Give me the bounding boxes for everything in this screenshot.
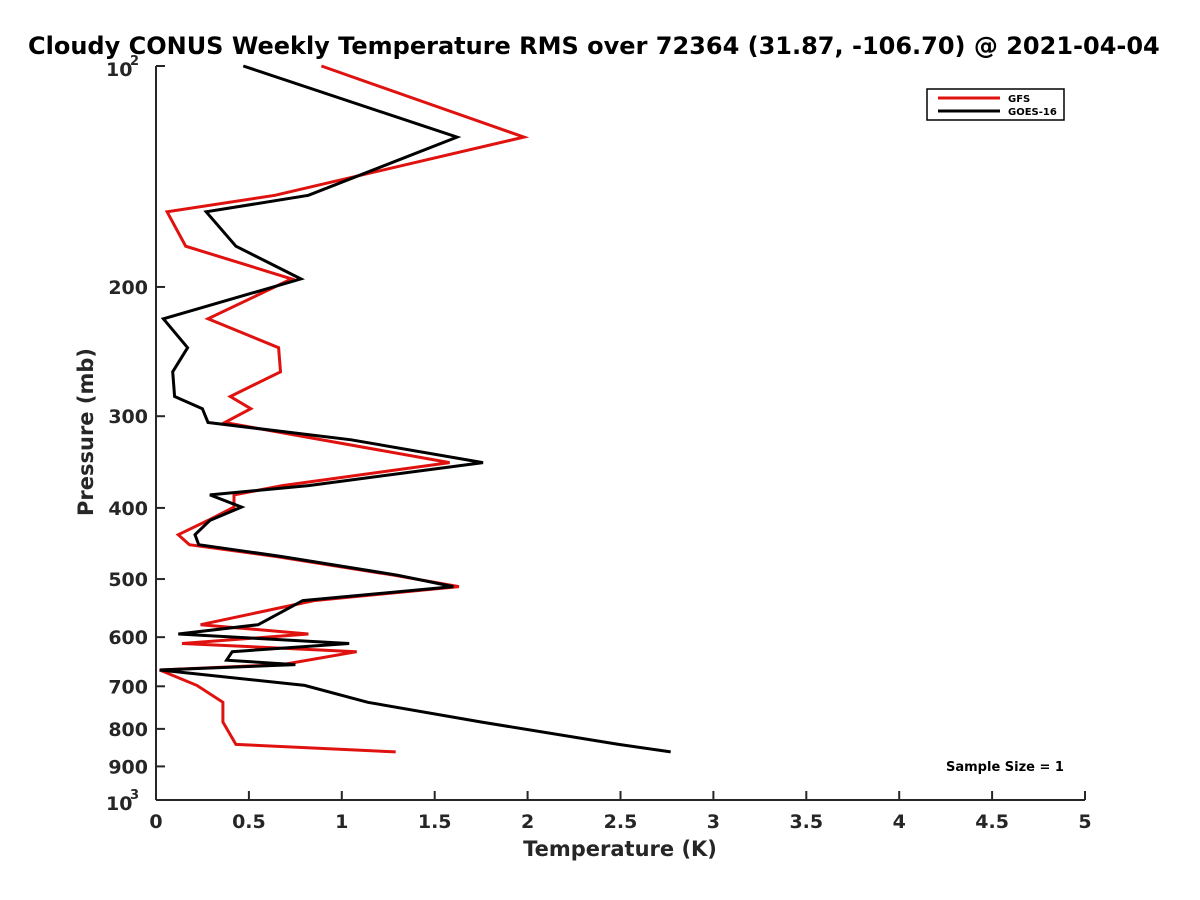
y-tick-label: 103 bbox=[106, 788, 139, 815]
y-tick-exponent: 2 bbox=[130, 54, 139, 69]
legend-box bbox=[926, 88, 1065, 121]
x-axis-label: Temperature (K) bbox=[523, 837, 717, 861]
y-tick-exponent: 3 bbox=[130, 788, 139, 803]
x-tick-label: 3 bbox=[707, 811, 720, 833]
y-tick-label: 900 bbox=[108, 756, 148, 778]
legend-label-goes-16: GOES-16 bbox=[1008, 107, 1057, 118]
x-tick-label: 0 bbox=[149, 811, 162, 833]
y-tick-label: 800 bbox=[108, 719, 148, 741]
x-tick-label: 3.5 bbox=[789, 811, 823, 833]
series-layer bbox=[159, 64, 671, 754]
y-tick-label: 400 bbox=[108, 498, 148, 520]
legend-entries: GFS GOES-16 bbox=[938, 94, 1057, 118]
y-tick-base: 10 bbox=[106, 793, 132, 815]
x-tick-label: 1 bbox=[335, 811, 348, 833]
axes-layer: 0 0.5 1 1.5 2 2.5 3 3.5 4 4.5 51022003004005006007… bbox=[106, 54, 1092, 833]
y-tick-label: 102 bbox=[106, 54, 139, 81]
y-axis-label: Pressure (mb) bbox=[74, 348, 98, 516]
legend-label-gfs: GFS bbox=[1008, 94, 1030, 105]
series-line-goes-16 bbox=[159, 64, 671, 754]
x-tick-label: 5 bbox=[1078, 811, 1091, 833]
y-tick-base: 10 bbox=[106, 59, 132, 81]
chart-title: Cloudy CONUS Weekly Temperature RMS over… bbox=[28, 32, 1160, 60]
y-tick-label: 500 bbox=[108, 569, 148, 591]
x-tick-label: 2.5 bbox=[604, 811, 638, 833]
x-tick-label: 1.5 bbox=[418, 811, 452, 833]
x-tick-label: 4 bbox=[893, 811, 906, 833]
x-tick-label: 0.5 bbox=[232, 811, 266, 833]
sample-size-annotation: Sample Size = 1 bbox=[946, 760, 1064, 775]
y-tick-label: 200 bbox=[108, 277, 148, 299]
y-tick-label: 300 bbox=[108, 406, 148, 428]
y-tick-label: 600 bbox=[108, 627, 148, 649]
x-tick-label: 2 bbox=[521, 811, 534, 833]
y-tick-label: 700 bbox=[108, 676, 148, 698]
x-tick-label: 4.5 bbox=[975, 811, 1009, 833]
legend: GFS GOES-16 bbox=[926, 88, 1065, 121]
plot-area: 0 0.5 1 1.5 2 2.5 3 3.5 4 4.5 51022003004005006007… bbox=[106, 54, 1092, 833]
